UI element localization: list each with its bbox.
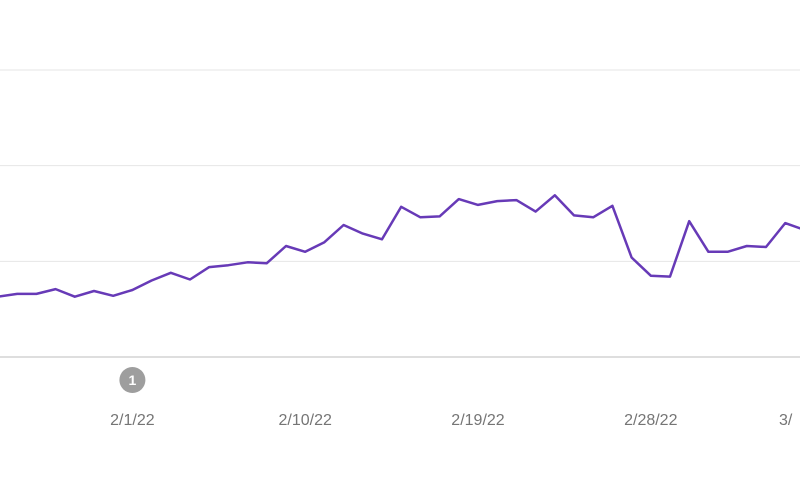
annotation-label: 1 bbox=[129, 372, 137, 388]
data-point[interactable] bbox=[341, 222, 347, 228]
data-point[interactable] bbox=[571, 212, 577, 218]
annotation-layer: 1 bbox=[119, 367, 146, 393]
x-tick-label: 2/10/22 bbox=[279, 412, 332, 429]
data-point[interactable] bbox=[417, 214, 423, 220]
data-point[interactable] bbox=[744, 243, 750, 249]
data-point[interactable] bbox=[725, 249, 731, 255]
data-point[interactable] bbox=[360, 231, 366, 237]
data-point[interactable] bbox=[206, 264, 212, 270]
data-point[interactable] bbox=[782, 220, 788, 226]
series-line-0[interactable] bbox=[0, 194, 800, 298]
data-point[interactable] bbox=[91, 288, 97, 294]
data-point[interactable] bbox=[72, 294, 78, 300]
x-tick-label: 2/19/22 bbox=[451, 412, 504, 429]
data-point[interactable] bbox=[456, 196, 462, 202]
grid bbox=[0, 69, 800, 358]
data-point[interactable] bbox=[321, 239, 327, 245]
data-point[interactable] bbox=[187, 277, 193, 283]
series-layer bbox=[0, 192, 800, 300]
data-point[interactable] bbox=[609, 203, 615, 209]
data-point[interactable] bbox=[53, 286, 59, 292]
data-point[interactable] bbox=[686, 218, 692, 224]
data-point[interactable] bbox=[129, 287, 135, 293]
data-point[interactable] bbox=[494, 198, 500, 204]
data-point[interactable] bbox=[667, 274, 673, 280]
data-point[interactable] bbox=[379, 236, 385, 242]
data-point[interactable] bbox=[590, 214, 596, 220]
data-point[interactable] bbox=[533, 209, 539, 215]
annotation-marker[interactable]: 1 bbox=[119, 367, 146, 393]
data-point[interactable] bbox=[629, 255, 635, 261]
x-tick-label: 3/ bbox=[779, 412, 793, 429]
data-point[interactable] bbox=[225, 262, 231, 268]
annotation-circle[interactable] bbox=[119, 367, 146, 393]
data-point[interactable] bbox=[552, 192, 558, 198]
data-point[interactable] bbox=[513, 197, 519, 203]
data-point[interactable] bbox=[264, 260, 270, 266]
data-point[interactable] bbox=[283, 243, 289, 249]
data-point[interactable] bbox=[437, 213, 443, 219]
data-point[interactable] bbox=[302, 249, 308, 255]
data-point[interactable] bbox=[168, 270, 174, 276]
data-point[interactable] bbox=[149, 277, 155, 283]
data-point[interactable] bbox=[475, 202, 481, 208]
data-point[interactable] bbox=[14, 291, 20, 297]
data-point[interactable] bbox=[0, 294, 1, 300]
data-point[interactable] bbox=[398, 204, 404, 210]
data-point[interactable] bbox=[245, 259, 251, 265]
data-point[interactable] bbox=[110, 293, 116, 299]
x-tick-label: 2/28/22 bbox=[624, 412, 677, 429]
data-point[interactable] bbox=[648, 273, 654, 279]
x-axis-ticks: 2/1/22 2/10/22 2/19/22 2/28/22 3/ bbox=[110, 412, 793, 429]
x-tick-label: 2/1/22 bbox=[110, 412, 155, 429]
data-point[interactable] bbox=[33, 291, 39, 297]
data-point[interactable] bbox=[705, 249, 711, 255]
data-point[interactable] bbox=[763, 244, 769, 250]
